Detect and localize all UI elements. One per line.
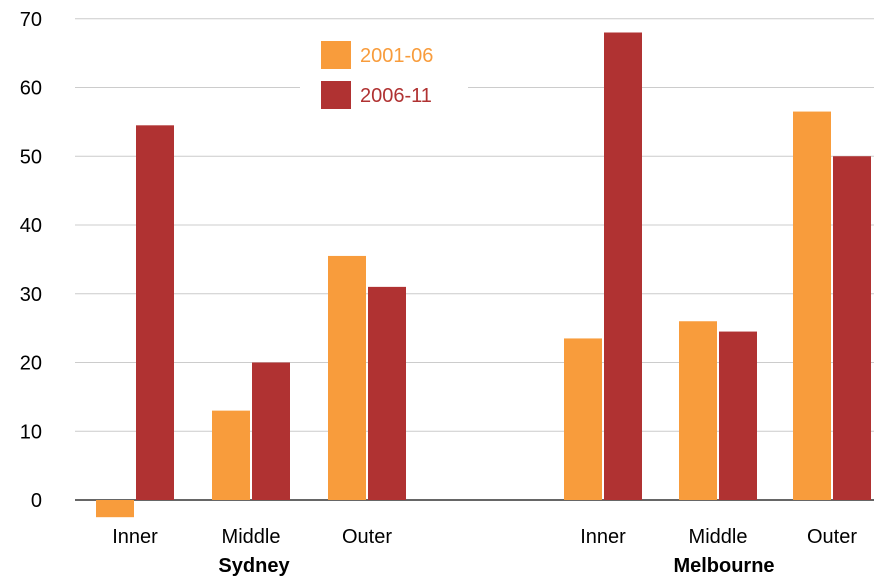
group-label-melbourne: Melbourne — [673, 555, 774, 577]
y-tick-label: 70 — [20, 9, 42, 31]
bar-2006-11-outer — [833, 156, 871, 500]
y-tick-label: 40 — [20, 215, 42, 237]
legend-label-2006-11: 2006-11 — [360, 85, 432, 107]
x-tick-label: Middle — [222, 526, 281, 548]
bars — [96, 32, 871, 518]
y-tick-label: 60 — [20, 78, 42, 100]
x-tick-label: Outer — [807, 526, 857, 548]
x-tick-label: Inner — [112, 526, 158, 548]
bar-2006-11-inner — [604, 32, 642, 500]
bar-2001-06-outer — [328, 255, 366, 500]
bar-2001-06-inner — [564, 338, 602, 500]
bar-2001-06-inner — [96, 500, 134, 518]
legend-swatch-2006-11 — [321, 81, 351, 109]
legend-swatch-2001-06 — [321, 41, 351, 69]
y-tick-label: 30 — [20, 284, 42, 306]
bar-2006-11-middle — [719, 331, 757, 500]
x-tick-label: Middle — [689, 526, 748, 548]
y-axis: 0 10 20 30 40 50 60 70 — [20, 9, 42, 512]
bar-2006-11-outer — [368, 286, 406, 500]
bar-2001-06-outer — [793, 111, 831, 500]
group-label-sydney: Sydney — [218, 555, 290, 577]
x-axis: Inner Middle Outer Inner Middle Outer Sydney Me… — [112, 526, 857, 577]
legend: 2001-06 2006-11 — [300, 20, 468, 109]
x-tick-label: Inner — [580, 526, 626, 548]
y-tick-label: 20 — [20, 353, 42, 375]
y-tick-label: 50 — [20, 146, 42, 168]
bar-2001-06-middle — [679, 321, 717, 500]
bar-2001-06-middle — [212, 410, 250, 500]
x-tick-label: Outer — [342, 526, 392, 548]
bar-2006-11-middle — [252, 362, 290, 500]
legend-label-2001-06: 2001-06 — [360, 45, 433, 67]
y-tick-label: 0 — [31, 490, 42, 512]
bar-2006-11-inner — [136, 125, 174, 500]
y-tick-label: 10 — [20, 421, 42, 443]
